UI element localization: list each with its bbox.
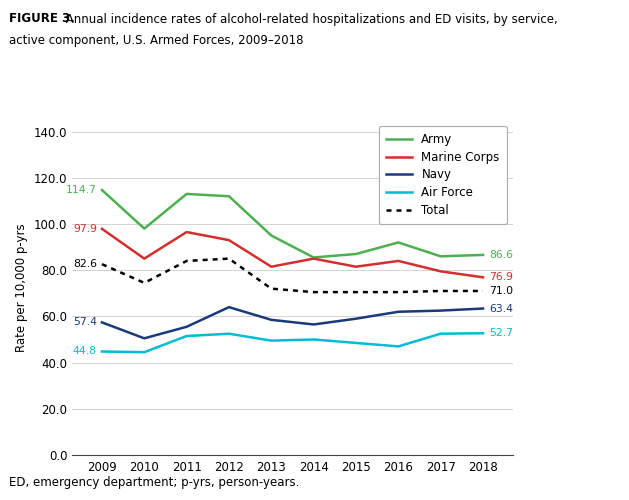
- Y-axis label: Rate per 10,000 p-yrs: Rate per 10,000 p-yrs: [16, 223, 28, 352]
- Text: 82.6: 82.6: [73, 259, 97, 269]
- Text: ED, emergency department; p-yrs, person-years.: ED, emergency department; p-yrs, person-…: [9, 476, 300, 489]
- Text: 86.6: 86.6: [489, 250, 513, 260]
- Text: FIGURE 3.: FIGURE 3.: [9, 12, 75, 26]
- Text: 57.4: 57.4: [73, 318, 97, 328]
- Text: 71.0: 71.0: [489, 286, 513, 296]
- Text: 76.9: 76.9: [489, 272, 513, 282]
- Text: 97.9: 97.9: [73, 224, 97, 234]
- Legend: Army, Marine Corps, Navy, Air Force, Total: Army, Marine Corps, Navy, Air Force, Tot…: [379, 126, 507, 224]
- Text: 52.7: 52.7: [489, 328, 513, 338]
- Text: 63.4: 63.4: [489, 304, 513, 314]
- Text: 44.8: 44.8: [73, 346, 97, 356]
- Text: Annual incidence rates of alcohol-related hospitalizations and ED visits, by ser: Annual incidence rates of alcohol-relate…: [62, 12, 557, 26]
- Text: active component, U.S. Armed Forces, 2009–2018: active component, U.S. Armed Forces, 200…: [9, 34, 304, 46]
- Text: 114.7: 114.7: [66, 185, 97, 195]
